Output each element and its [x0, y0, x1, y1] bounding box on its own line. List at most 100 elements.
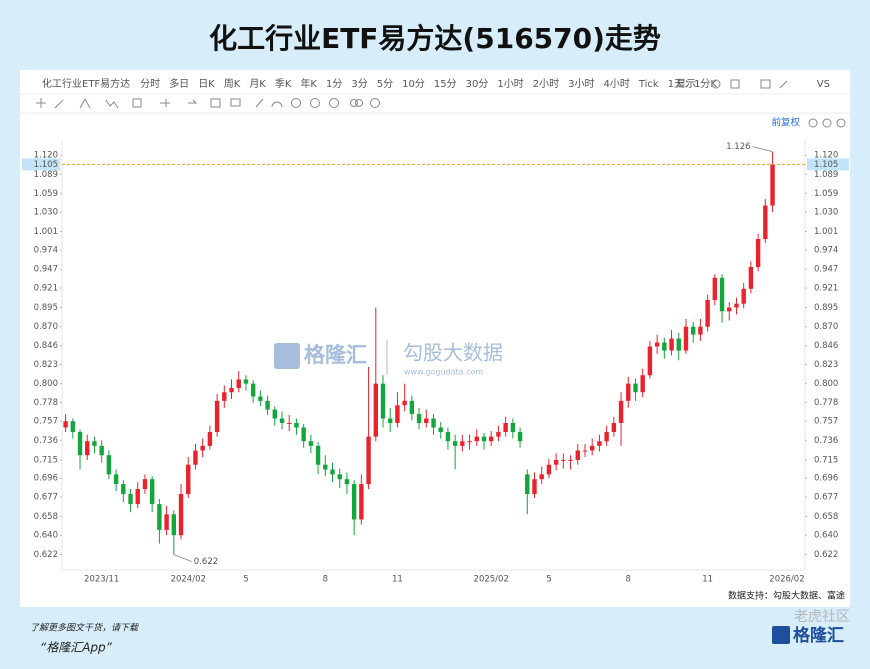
- period-button[interactable]: 日K: [198, 79, 215, 90]
- x-tick-label: 8: [626, 575, 631, 585]
- y-tick-label: 1.001: [34, 227, 58, 237]
- candle-body: [142, 479, 148, 490]
- y-tick-label: 0.658: [34, 512, 58, 522]
- candle-body: [597, 441, 602, 446]
- low-label: 0.622: [194, 557, 218, 567]
- candle-body: [373, 383, 378, 437]
- y-tick-label: 0.947: [814, 265, 838, 275]
- logo: 格隆汇: [793, 625, 844, 646]
- period-button[interactable]: 季K: [275, 78, 292, 90]
- drawing-tools[interactable]: [36, 79, 846, 128]
- candle-body: [589, 445, 595, 451]
- period-button[interactable]: 3分: [351, 78, 367, 90]
- footer-text: 了解更多图文干货，请下载: [30, 623, 139, 634]
- candle-body: [698, 326, 703, 335]
- period-button[interactable]: 1小时: [497, 78, 523, 90]
- adjust-mode[interactable]: 前复权: [771, 117, 800, 129]
- candle-body: [193, 450, 198, 465]
- candle-body: [222, 392, 227, 401]
- current-price-label: 1.105: [814, 160, 838, 170]
- candle-body: [561, 459, 566, 461]
- candle-body: [532, 479, 537, 495]
- candle-body: [330, 469, 335, 475]
- candle-body: [395, 405, 400, 423]
- candle-body: [63, 421, 68, 428]
- period-button[interactable]: 15分: [434, 78, 457, 90]
- candle-body: [178, 494, 184, 536]
- y-tick-label: 0.677: [34, 493, 58, 503]
- candle-body: [359, 484, 364, 520]
- candle-body: [503, 422, 508, 433]
- x-tick-label: 5: [243, 575, 248, 585]
- candle-body: [654, 342, 660, 347]
- x-tick-label: 2025/02: [474, 575, 509, 585]
- y-tick-label: 0.800: [814, 379, 838, 389]
- candle-body: [770, 164, 775, 206]
- period-button[interactable]: 4小时: [603, 78, 629, 90]
- period-button[interactable]: 10分: [402, 78, 425, 90]
- candle-body: [452, 441, 458, 446]
- candle-body: [669, 338, 674, 351]
- candle-body: [171, 514, 177, 536]
- period-button[interactable]: 年K: [300, 77, 317, 90]
- vs-button[interactable]: VS: [817, 79, 830, 90]
- period-button[interactable]: 30分: [466, 78, 489, 90]
- candle-body: [243, 379, 249, 384]
- candle-body: [611, 422, 617, 433]
- candle-body: [438, 427, 443, 433]
- candle-body: [337, 474, 342, 480]
- candle-body: [460, 441, 465, 446]
- y-tick-label: 0.736: [814, 436, 838, 446]
- period-button[interactable]: 周K: [224, 78, 241, 90]
- x-tick-label: 2023/11: [84, 575, 119, 585]
- y-tick-label: 0.640: [814, 531, 838, 541]
- y-tick-label: 0.622: [34, 550, 58, 560]
- x-tick-label: 5: [546, 575, 551, 585]
- period-button[interactable]: 1分: [326, 78, 342, 90]
- x-tick-label: 8: [323, 575, 328, 585]
- period-button[interactable]: 3小时: [568, 78, 594, 90]
- candle-body: [489, 436, 494, 442]
- candle-body: [568, 459, 573, 461]
- period-button[interactable]: 2小时: [533, 78, 559, 90]
- candle-body: [77, 432, 83, 456]
- y-tick-label: 0.974: [34, 246, 58, 256]
- candle-body: [164, 514, 169, 530]
- y-tick-label: 0.677: [814, 493, 838, 503]
- candle-body: [553, 459, 559, 465]
- candle-body: [474, 436, 479, 442]
- candle-body: [755, 239, 761, 268]
- source-note: 数据支持：勾股大数据、富途: [728, 590, 845, 602]
- period-button[interactable]: 多日: [169, 77, 189, 90]
- y-tick-label: 0.947: [34, 265, 58, 275]
- candle-body: [445, 432, 451, 442]
- candle-body: [351, 484, 357, 520]
- y-tick-label: 1.059: [34, 189, 58, 199]
- price-badge: [22, 158, 60, 171]
- y-tick-label: 0.640: [34, 531, 58, 541]
- period-button[interactable]: 分时: [140, 78, 160, 90]
- display-menu[interactable]: 显示: [676, 78, 696, 90]
- candle-body: [149, 479, 155, 505]
- period-button[interactable]: 1天：1分K: [668, 78, 718, 90]
- y-tick-label: 0.895: [814, 303, 838, 313]
- watermark-logo: [274, 343, 300, 369]
- period-button[interactable]: Tick: [638, 79, 659, 90]
- candle-body: [719, 277, 725, 312]
- footer-app: “格隆汇App”: [40, 641, 113, 655]
- candle-body: [741, 288, 746, 304]
- period-button[interactable]: 5分: [377, 78, 393, 90]
- candle-body: [640, 375, 645, 393]
- y-tick-label: 0.778: [814, 398, 838, 408]
- candle-body: [214, 400, 220, 433]
- y-tick-label: 0.870: [814, 322, 838, 332]
- y-tick-label: 0.658: [814, 512, 838, 522]
- period-button[interactable]: 月K: [249, 78, 266, 90]
- y-tick-label: 0.921: [814, 284, 838, 294]
- candle-body: [366, 436, 371, 485]
- candle-body: [272, 409, 278, 419]
- candle-body: [734, 303, 739, 308]
- high-leader: [752, 146, 773, 153]
